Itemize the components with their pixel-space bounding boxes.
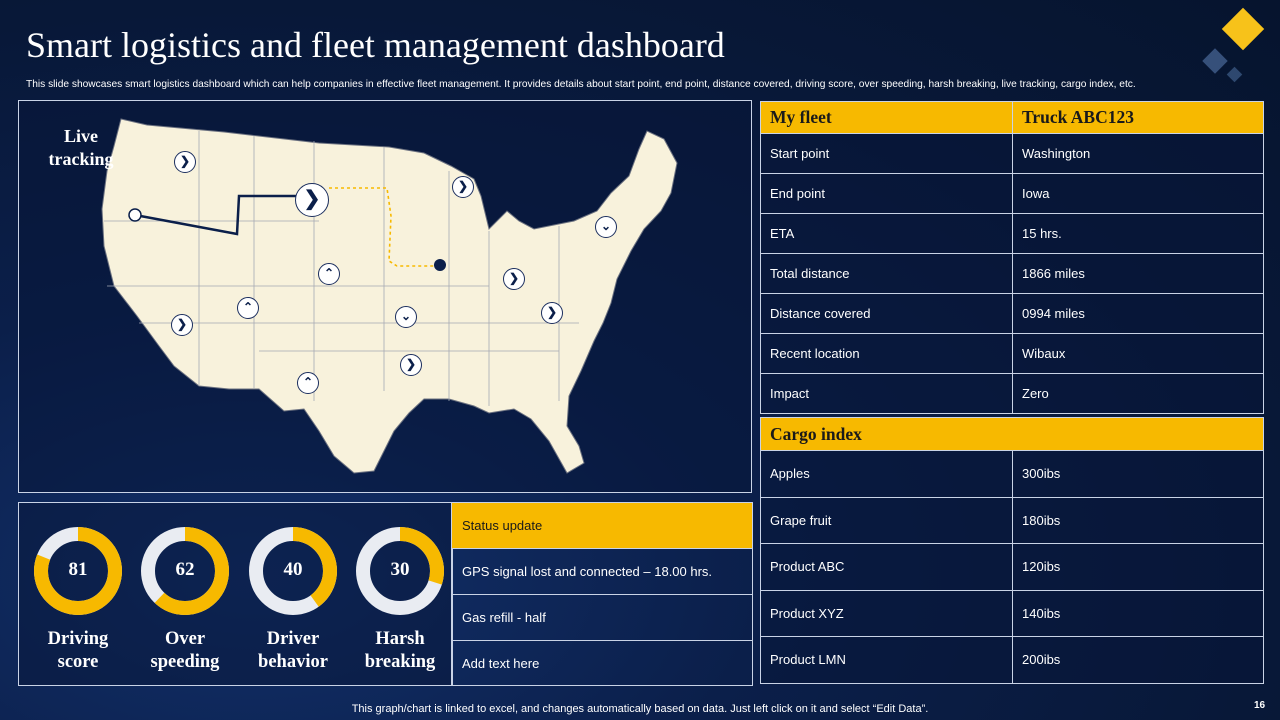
cell-label: Impact xyxy=(760,373,1013,414)
cell-value: Zero xyxy=(1012,373,1264,414)
cell-value: 15 hrs. xyxy=(1012,213,1264,254)
cell-label: End point xyxy=(760,173,1013,214)
harsh-breaking-gauge xyxy=(356,527,444,615)
tracking-pin-icon[interactable]: ❯ xyxy=(503,268,525,290)
cell-value: 180ibs xyxy=(1012,496,1264,544)
status-item: GPS signal lost and connected – 18.00 hr… xyxy=(452,549,752,595)
fleet-table: My fleet Truck ABC123 Start point Washing… xyxy=(760,101,1264,414)
driver-behavior-label: Driver behavior xyxy=(258,629,328,672)
decor-diamond-blue xyxy=(1202,48,1228,74)
driving-score-label: Driving score xyxy=(47,629,109,672)
status-update-heading: Status update xyxy=(452,503,752,549)
cell-value: 120ibs xyxy=(1012,543,1264,591)
page-subtitle: This slide showcases smart logistics das… xyxy=(26,79,1136,90)
table-row: End point Iowa xyxy=(760,173,1264,214)
fleet-header-truck: Truck ABC123 xyxy=(1012,101,1264,134)
table-row: Apples 300ibs xyxy=(760,450,1264,498)
tracking-pin-icon[interactable]: ❯ xyxy=(174,151,196,173)
tracking-pin-icon[interactable]: ⌃ xyxy=(297,372,319,394)
cell-label: ETA xyxy=(760,213,1013,254)
cell-value: 300ibs xyxy=(1012,450,1264,498)
tracking-pin-icon[interactable]: ❯ xyxy=(541,302,563,324)
table-row: Start point Washington xyxy=(760,133,1264,174)
score-driving: 81 Driving score xyxy=(32,525,124,674)
tracking-pin-icon[interactable]: ⌄ xyxy=(595,216,617,238)
table-row: Impact Zero xyxy=(760,373,1264,414)
table-row: Distance covered 0994 miles xyxy=(760,293,1264,334)
overspeeding-gauge xyxy=(141,527,229,615)
decor-diamond-small xyxy=(1226,66,1243,83)
cell-label: Start point xyxy=(760,133,1013,174)
page-number: 16 xyxy=(1254,700,1266,711)
live-tracking-label: Live tracking xyxy=(48,126,114,169)
table-row: Grape fruit 180ibs xyxy=(760,496,1264,544)
score-panel: 81 Driving score 62 Over speeding 40 Dri… xyxy=(18,502,453,686)
overspeeding-value: 62 xyxy=(175,559,195,580)
cargo-header-row: Cargo index xyxy=(760,417,1264,451)
status-update-panel: Status update GPS signal lost and connec… xyxy=(451,502,753,686)
cargo-table: Cargo index Apples 300ibs Grape fruit 180i… xyxy=(760,417,1264,684)
tracking-pin-icon[interactable]: ⌃ xyxy=(237,297,259,319)
cargo-heading: Cargo index xyxy=(760,417,1264,451)
table-row: Recent location Wibaux xyxy=(760,333,1264,374)
driver-behavior-gauge xyxy=(249,527,337,615)
tracking-pin-icon[interactable]: ❯ xyxy=(171,314,193,336)
cell-value: Washington xyxy=(1012,133,1264,174)
score-harsh-breaking: 30 Harsh breaking xyxy=(354,525,446,674)
fleet-header-label: My fleet xyxy=(760,101,1013,134)
table-row: Product XYZ 140ibs xyxy=(760,589,1264,637)
cell-label: Recent location xyxy=(760,333,1013,374)
score-overspeeding: 62 Over speeding xyxy=(139,525,231,674)
table-row: ETA 15 hrs. xyxy=(760,213,1264,254)
driving-score-value: 81 xyxy=(68,559,88,580)
cell-label: Product LMN xyxy=(760,636,1013,684)
driver-behavior-value: 40 xyxy=(283,559,303,580)
tracking-pin-icon[interactable]: ⌄ xyxy=(395,306,417,328)
cell-label: Product XYZ xyxy=(760,589,1013,637)
route-line xyxy=(134,194,309,236)
live-tracking-map[interactable]: Live tracking ❯ ❯ ❯ ⌄ ⌃ ❯ ⌃ ❯ ❯ ⌄ ❯ ⌃ xyxy=(18,100,752,493)
score-driver-behavior: 40 Driver behavior xyxy=(247,525,339,674)
table-row: Product LMN 200ibs xyxy=(760,636,1264,684)
end-marker xyxy=(434,259,446,271)
decor-diamond-yellow xyxy=(1221,7,1265,51)
tracking-pin-icon[interactable]: ❯ xyxy=(452,176,474,198)
tracking-pin-icon[interactable]: ⌃ xyxy=(318,263,340,285)
table-row: Product ABC 120ibs xyxy=(760,543,1264,591)
cell-value: 200ibs xyxy=(1012,636,1264,684)
current-truck-pin-icon[interactable]: ❯ xyxy=(295,183,329,217)
cell-label: Total distance xyxy=(760,253,1013,294)
status-item[interactable]: Add text here xyxy=(462,656,540,671)
driving-score-gauge xyxy=(34,527,122,615)
start-marker xyxy=(128,208,142,222)
status-item: Gas refill - half xyxy=(452,595,752,641)
cell-value: 140ibs xyxy=(1012,589,1264,637)
cell-label: Product ABC xyxy=(760,543,1013,591)
cell-label: Distance covered xyxy=(760,293,1013,334)
cell-label: Grape fruit xyxy=(760,496,1013,544)
cell-value: Wibaux xyxy=(1012,333,1264,374)
table-row: Total distance 1866 miles xyxy=(760,253,1264,294)
route-dashed xyxy=(329,187,441,267)
cell-value: Iowa xyxy=(1012,173,1264,214)
tracking-pin-icon[interactable]: ❯ xyxy=(400,354,422,376)
cell-value: 1866 miles xyxy=(1012,253,1264,294)
fleet-header-row: My fleet Truck ABC123 xyxy=(760,101,1264,134)
harsh-breaking-label: Harsh breaking xyxy=(364,629,436,672)
cell-value: 0994 miles xyxy=(1012,293,1264,334)
page-title: Smart logistics and fleet management das… xyxy=(26,25,725,65)
us-map xyxy=(101,118,678,474)
footer-note: This graph/chart is linked to excel, and… xyxy=(351,703,929,715)
harsh-breaking-value: 30 xyxy=(390,559,410,580)
overspeeding-label: Over speeding xyxy=(150,629,220,672)
us-map-shape xyxy=(101,118,678,474)
cell-label: Apples xyxy=(760,450,1013,498)
